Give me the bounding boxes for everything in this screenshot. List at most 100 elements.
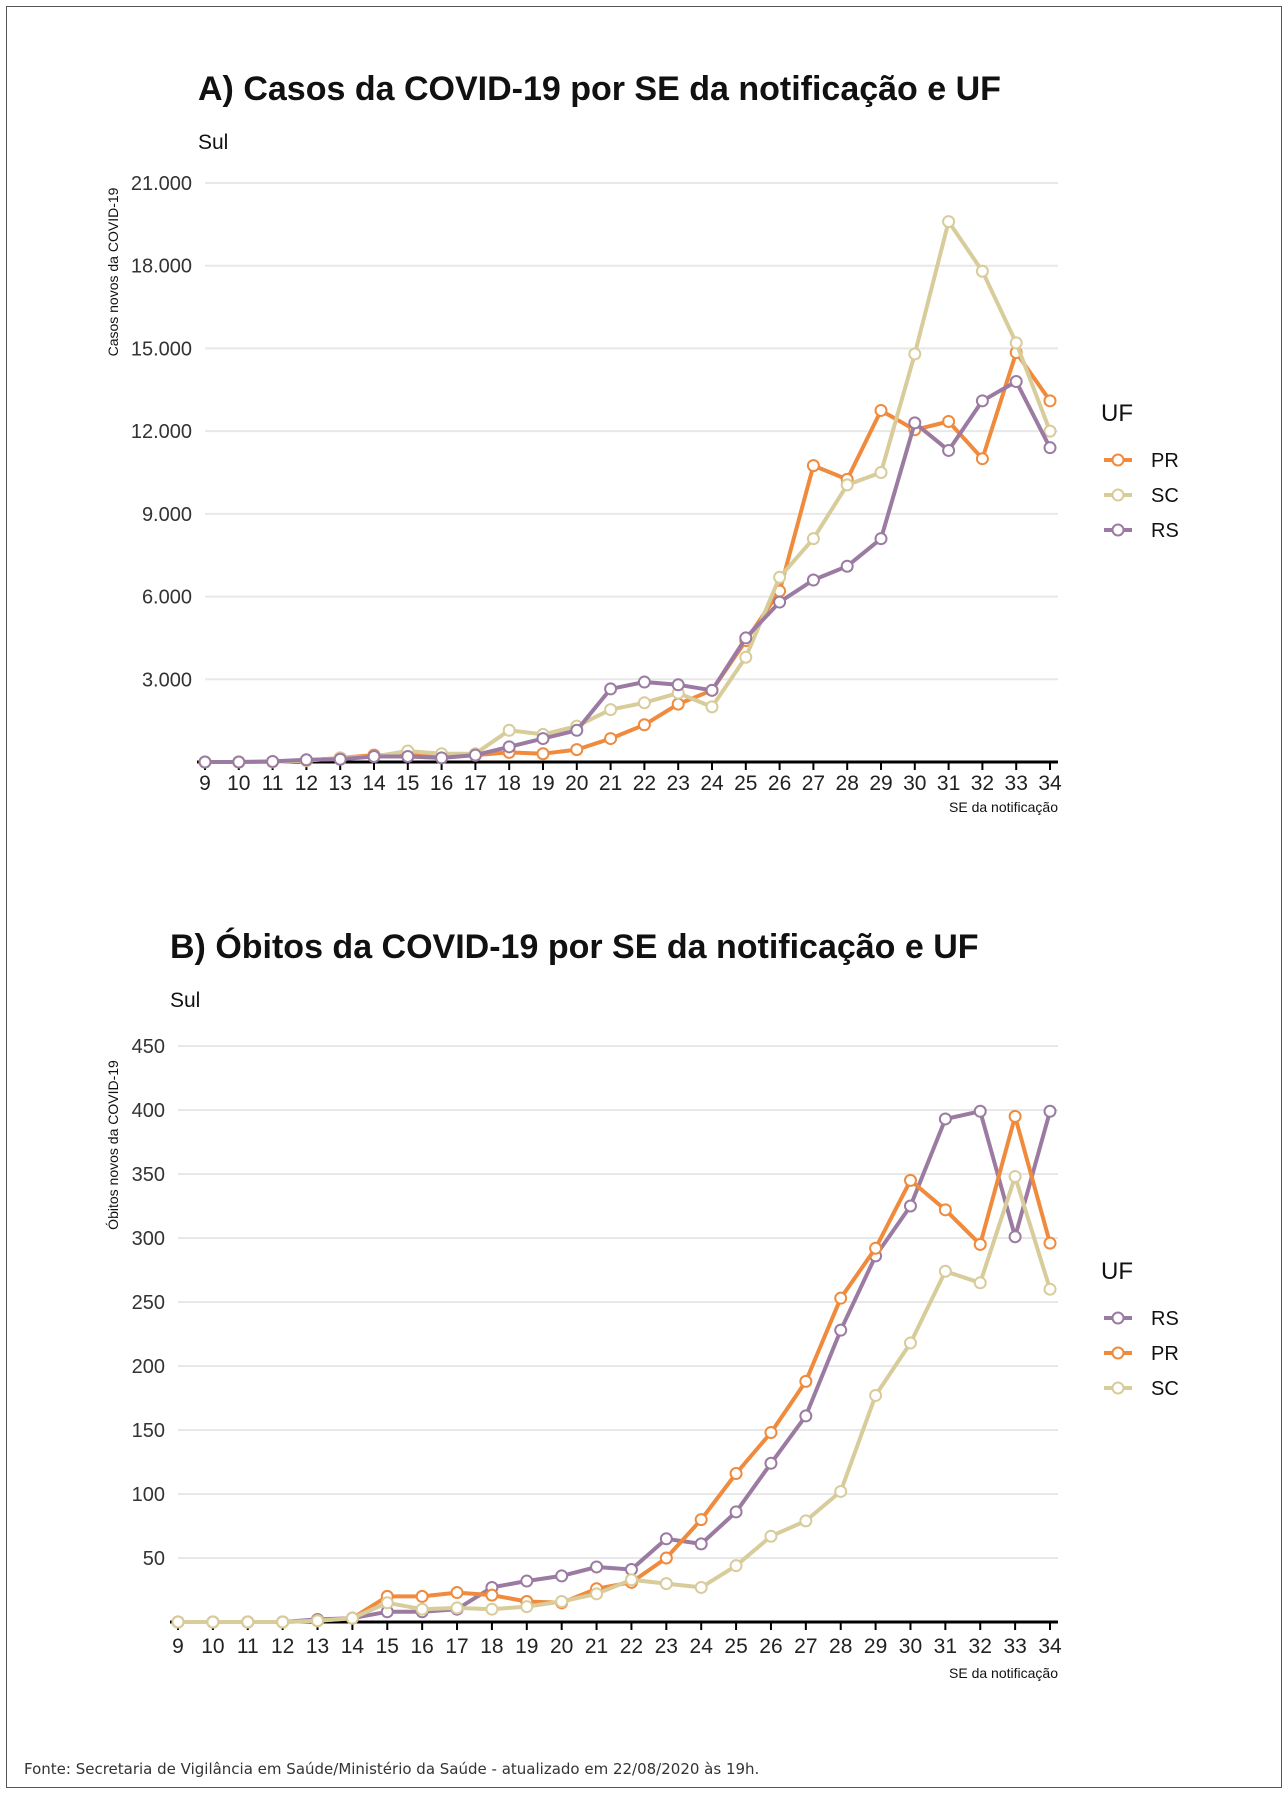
data-point <box>942 443 956 457</box>
data-point <box>1043 424 1057 438</box>
x-tick-label: 33 <box>1005 772 1028 795</box>
y-tick-label: 200 <box>132 1356 165 1378</box>
data-point <box>570 743 584 757</box>
data-point <box>773 570 787 584</box>
x-tick-label: 22 <box>633 772 656 795</box>
data-point <box>206 1615 220 1629</box>
x-tick-label: 26 <box>759 1635 782 1658</box>
data-point <box>973 1237 987 1251</box>
data-point <box>485 1602 499 1616</box>
data-point <box>604 703 618 717</box>
data-point <box>975 264 989 278</box>
x-tick-label: 21 <box>585 1635 608 1658</box>
legend-swatch-point <box>1111 488 1125 502</box>
x-tick-label: 17 <box>445 1635 468 1658</box>
data-point <box>1043 1282 1057 1296</box>
x-tick-label: 10 <box>201 1635 224 1658</box>
data-point <box>671 697 685 711</box>
x-tick-label: 9 <box>172 1635 184 1658</box>
legend-swatch-point <box>1111 453 1125 467</box>
chart-a-gridlines <box>205 182 1058 681</box>
data-point <box>938 1264 952 1278</box>
data-point <box>637 696 651 710</box>
data-point <box>637 718 651 732</box>
data-point <box>729 1467 743 1481</box>
y-tick-label: 450 <box>132 1036 165 1058</box>
x-tick-label: 12 <box>295 772 318 795</box>
data-point <box>590 1587 604 1601</box>
x-tick-label: 13 <box>329 772 352 795</box>
data-point <box>739 631 753 645</box>
chart-a-x-axis: 9 10 11 12 13 14 15 16 17 18 19 20 21 22 23 24 25 26 27 28 2… <box>197 760 1062 795</box>
data-point <box>694 1580 708 1594</box>
chart-a-series <box>198 215 1057 769</box>
data-point <box>502 723 516 737</box>
data-point <box>450 1586 464 1600</box>
y-tick-label: 300 <box>132 1228 165 1250</box>
data-point <box>869 1388 883 1402</box>
data-point <box>973 1276 987 1290</box>
chart-cases: A) Casos da COVID-19 por SE da notificaç… <box>105 70 1179 815</box>
legend-swatch-point <box>1111 1346 1125 1360</box>
series-rs <box>198 375 1057 769</box>
series-line-sc <box>178 1174 1052 1624</box>
x-tick-label: 10 <box>227 772 250 795</box>
legend-item-sc: SC <box>1104 485 1179 507</box>
chart-b-x-axis: 9 10 11 12 13 14 15 16 17 18 19 20 21 22 23 24 25 26 27 28 2… <box>170 1620 1062 1658</box>
data-point <box>1043 441 1057 455</box>
data-point <box>380 1596 394 1610</box>
legend-label: RS <box>1151 520 1179 542</box>
y-tick-label: 150 <box>132 1420 165 1442</box>
data-point <box>903 1173 917 1187</box>
y-tick-label: 15.000 <box>131 338 192 360</box>
chart-a-xlabel: SE da notificação <box>949 799 1058 815</box>
chart-a-y-axis: 3.000 6.000 9.000 12.000 15.000 18.000 21.000 <box>131 173 192 691</box>
data-point <box>468 748 482 762</box>
data-point <box>975 452 989 466</box>
x-tick-label: 26 <box>768 772 791 795</box>
data-point <box>502 740 516 754</box>
x-tick-label: 19 <box>531 772 554 795</box>
x-tick-label: 15 <box>396 772 419 795</box>
x-tick-label: 25 <box>724 1635 747 1658</box>
chart-deaths: B) Óbitos da COVID-19 por SE da notifica… <box>105 928 1179 1681</box>
data-point <box>1043 1104 1057 1118</box>
chart-b-legend-title: UF <box>1101 1258 1133 1285</box>
data-point <box>276 1615 290 1629</box>
data-point <box>659 1551 673 1565</box>
data-point <box>903 1199 917 1213</box>
x-tick-label: 32 <box>971 772 994 795</box>
y-tick-label: 350 <box>132 1164 165 1186</box>
data-point <box>869 1241 883 1255</box>
x-tick-label: 31 <box>937 772 960 795</box>
y-tick-label: 50 <box>143 1548 165 1570</box>
x-tick-label: 29 <box>869 772 892 795</box>
data-point <box>874 466 888 479</box>
data-point <box>764 1456 778 1470</box>
data-point <box>555 1569 569 1583</box>
y-tick-label: 3.000 <box>142 669 192 691</box>
chart-b-title: B) Óbitos da COVID-19 por SE da notifica… <box>170 928 979 966</box>
data-point <box>367 749 381 763</box>
data-point <box>604 682 618 696</box>
data-point <box>908 416 922 430</box>
x-tick-label: 20 <box>550 1635 573 1658</box>
x-tick-label: 21 <box>599 772 622 795</box>
x-tick-label: 14 <box>362 772 386 795</box>
data-point <box>705 700 719 714</box>
x-tick-label: 15 <box>376 1635 399 1658</box>
data-point <box>834 1484 848 1498</box>
data-point <box>1009 336 1023 350</box>
x-tick-label: 32 <box>969 1635 992 1658</box>
data-point <box>401 749 415 763</box>
y-tick-label: 12.000 <box>131 421 192 443</box>
data-point <box>333 752 347 766</box>
data-point <box>232 755 246 769</box>
x-tick-label: 16 <box>410 1635 433 1658</box>
data-point <box>637 675 651 689</box>
legend-label: PR <box>1151 1343 1179 1365</box>
chart-b-subtitle: Sul <box>170 989 200 1012</box>
data-point <box>1009 375 1023 389</box>
series-sc <box>171 1170 1057 1629</box>
series-line-sc <box>205 219 1052 764</box>
